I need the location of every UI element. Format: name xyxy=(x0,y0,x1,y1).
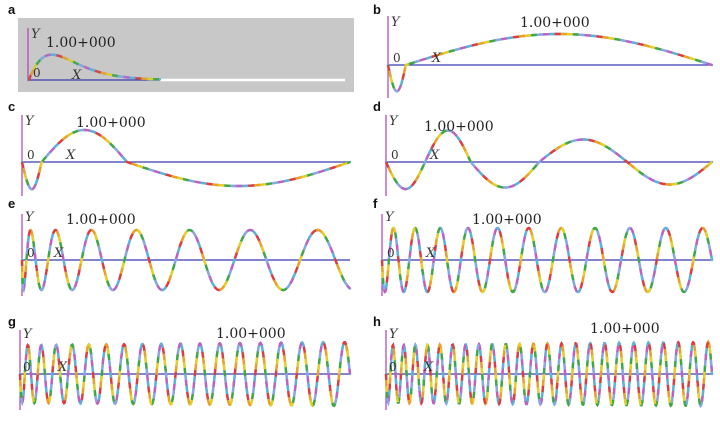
panel-d-letter: d xyxy=(373,99,381,114)
panel-e: e Y 1.00+000 0 X xyxy=(8,196,352,296)
panel-d-wave-segment-2 xyxy=(384,129,713,191)
panel-e-value-label: 1.00+000 xyxy=(66,212,136,228)
panel-a-letter: a xyxy=(8,2,16,17)
panel-c: c Y 1.00+000 0 X xyxy=(8,99,352,196)
panel-h-wave-segment-2 xyxy=(384,339,714,408)
panel-c-wave-segment-0 xyxy=(20,128,351,191)
panel-e-wave-segment-5 xyxy=(20,228,351,293)
panel-h-y-label: Y xyxy=(389,327,399,342)
panel-e-origin-label: 0 xyxy=(27,246,35,260)
panel-c-x-label: X xyxy=(65,148,76,163)
panel-b-x-label: X xyxy=(431,51,442,66)
panel-e-letter: e xyxy=(8,196,15,211)
panel-b-origin-label: 0 xyxy=(393,51,401,65)
panel-g-wave-segment-5 xyxy=(18,340,352,408)
panel-h-origin-label: 0 xyxy=(389,360,397,374)
panel-b-value-label: 1.00+000 xyxy=(520,15,590,31)
panel-f-wave-segment-1 xyxy=(380,226,714,294)
panel-h-wave-segment-4 xyxy=(384,339,714,408)
panel-f-value-label: 1.00+000 xyxy=(472,212,542,228)
panel-b: b Y 1.00+000 0 X xyxy=(373,2,714,98)
panel-g-x-label: X xyxy=(57,360,68,375)
panel-a: a Y 1.00+000 0 X xyxy=(8,2,354,92)
panel-c-wave-segment-3 xyxy=(20,128,351,191)
panel-e-wave-segment-0 xyxy=(20,228,351,293)
panel-b-wave-segment-3 xyxy=(386,32,713,93)
panel-f-wave-segment-2 xyxy=(380,226,714,294)
panel-e-y-label: Y xyxy=(25,210,35,225)
panel-f-origin-label: 0 xyxy=(387,246,395,260)
panel-g-value-label: 1.00+000 xyxy=(216,326,286,342)
panel-c-value-label: 1.00+000 xyxy=(76,115,146,131)
panel-d-wave-segment-6 xyxy=(384,129,713,191)
panel-h-value-label: 1.00+000 xyxy=(590,321,660,337)
panel-a-value-label: 1.00+000 xyxy=(46,35,116,51)
panel-h-letter: h xyxy=(373,314,381,329)
panel-g-y-label: Y xyxy=(23,327,33,342)
panel-a-wave-segment-6 xyxy=(27,53,161,82)
panel-g-wave-segment-3 xyxy=(18,340,352,408)
panel-b-y-label: Y xyxy=(391,15,401,30)
panel-g-letter: g xyxy=(8,314,16,329)
panel-f: f Y 1.00+000 0 X xyxy=(373,196,714,296)
panel-h-x-label: X xyxy=(423,360,434,375)
panel-b-wave-segment-1 xyxy=(386,32,713,93)
panel-f-letter: f xyxy=(373,196,378,211)
panel-c-y-label: Y xyxy=(25,114,35,129)
panel-e-x-label: X xyxy=(53,246,64,261)
panel-h: h Y 1.00+000 0 X xyxy=(373,314,714,410)
panel-c-origin-label: 0 xyxy=(27,148,35,162)
panel-g-wave-segment-6 xyxy=(18,340,352,408)
panel-g-origin-label: 0 xyxy=(23,360,31,374)
panel-b-wave-segment-6 xyxy=(386,32,713,93)
panel-a-x-label: X xyxy=(71,68,82,83)
panel-a-y-label: Y xyxy=(31,27,41,42)
panel-d-y-label: Y xyxy=(389,114,399,129)
panel-a-wave-segment-0 xyxy=(27,53,161,82)
panel-a-wave-segment-5 xyxy=(27,53,161,82)
panel-g: g Y 1.00+000 0 X xyxy=(8,314,352,410)
panel-h-wave-segment-1 xyxy=(384,339,714,408)
panel-d: d Y 1.00+000 0 X xyxy=(373,99,714,196)
panel-f-y-label: Y xyxy=(385,210,395,225)
panel-a-origin-label: 0 xyxy=(33,66,41,80)
panel-b-letter: b xyxy=(373,2,381,17)
panel-d-value-label: 1.00+000 xyxy=(424,119,494,135)
panel-f-wave-segment-5 xyxy=(380,226,714,294)
panel-d-origin-label: 0 xyxy=(391,148,399,162)
panel-d-x-label: X xyxy=(429,148,440,163)
panel-f-x-label: X xyxy=(425,246,436,261)
panel-c-letter: c xyxy=(8,99,15,114)
panel-e-wave-segment-2 xyxy=(20,228,351,293)
